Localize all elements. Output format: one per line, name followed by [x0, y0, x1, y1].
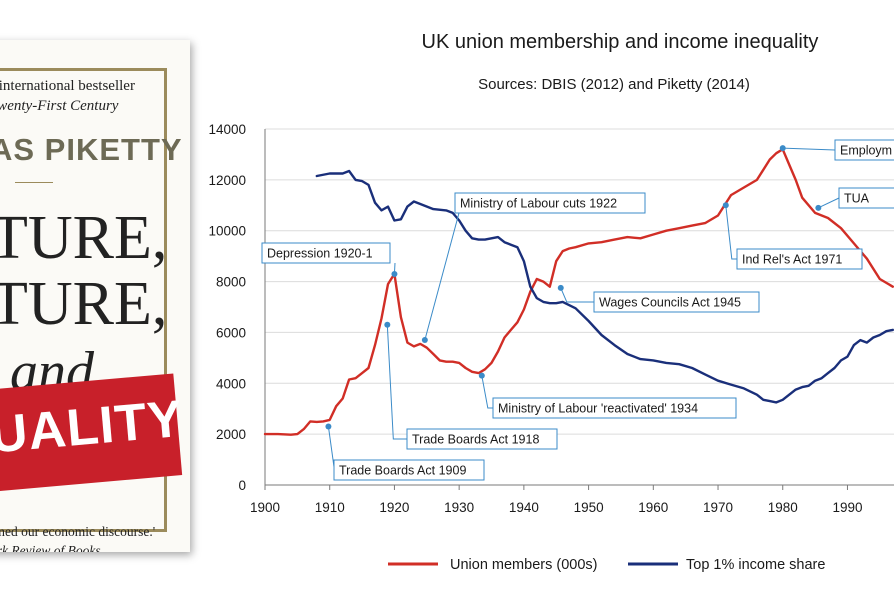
x-tick-label: 1990	[832, 500, 862, 515]
y-tick-label: 12000	[208, 173, 246, 188]
annotation-box	[838, 187, 894, 209]
annotation-marker	[421, 337, 428, 344]
annotation-label: Trade Boards Act 1918	[412, 433, 539, 447]
cover-blurb-line1: f international bestseller	[0, 78, 135, 94]
x-tick-label: 1930	[444, 500, 474, 515]
annotation-box	[261, 242, 391, 264]
annotation-leader	[782, 147, 836, 151]
x-tick-label: 1970	[703, 500, 733, 515]
x-axis-ticks: 1900 1910 1920 1930 1940 1950 1960 1970 1980 1990	[250, 500, 863, 515]
cover-quote-line2: ork Review of Books	[0, 543, 101, 552]
annotation-marker	[384, 321, 391, 328]
x-tick-label: 1910	[315, 500, 345, 515]
y-tick-label: 10000	[208, 224, 246, 239]
cover-title-line1: TURE,	[0, 204, 168, 272]
union-members-line	[263, 148, 894, 436]
annotation-box	[333, 459, 485, 481]
y-tick-label: 14000	[208, 122, 246, 137]
annotation-label: Wages Councils Act 1945	[599, 296, 741, 310]
x-tick-label: 1960	[638, 500, 668, 515]
legend: Union members (000s) Top 1% income share	[388, 557, 825, 573]
annotation-box	[492, 397, 737, 419]
annotation-label: Ministry of Labour 'reactivated' 1934	[498, 402, 698, 416]
x-tick-label: 1920	[379, 500, 409, 515]
annotation-marker	[391, 270, 398, 277]
y-tick-label: 2000	[216, 427, 246, 442]
annotation-label: Employm	[840, 144, 892, 158]
annotation-marker	[722, 202, 729, 209]
annotation-label: Depression 1920-1	[267, 247, 373, 261]
annotation-leader	[818, 197, 840, 209]
cover-title-line2: TURE,	[0, 270, 168, 338]
cover-divider	[15, 182, 53, 183]
x-tick-label: 1980	[768, 500, 798, 515]
x-tick-label: 1900	[250, 500, 280, 515]
book-cover: f international bestseller Twenty-First …	[0, 40, 190, 552]
y-tick-label: 4000	[216, 376, 246, 391]
cover-blurb-line2: Twenty-First Century	[0, 98, 119, 114]
x-tick-label: 1940	[509, 500, 539, 515]
y-tick-label: 6000	[216, 325, 246, 340]
chart-title: UK union membership and income inequalit…	[422, 31, 819, 53]
annotation-box	[736, 248, 863, 270]
annotation-box	[454, 192, 646, 214]
gridlines	[265, 128, 894, 435]
annotation-leader	[424, 212, 460, 341]
annotation-leader	[481, 375, 493, 409]
series-lines	[263, 148, 894, 436]
y-tick-label: 0	[238, 478, 246, 493]
annotation-marker	[815, 204, 822, 211]
cover-author: AS PIKETTY	[0, 132, 183, 167]
annotation-leader	[725, 205, 737, 260]
top-income-share-line	[315, 169, 894, 404]
annotation-label: Trade Boards Act 1909	[339, 464, 466, 478]
annotation-box	[593, 291, 760, 313]
annotation-marker	[779, 145, 786, 152]
axes	[264, 129, 894, 490]
annotation-label: Ministry of Labour cuts 1922	[460, 197, 617, 211]
chart-subtitle: Sources: DBIS (2012) and Piketty (2014)	[478, 76, 750, 93]
annotation-marker	[325, 423, 332, 430]
annotation-leader	[560, 287, 594, 303]
annotation-marker	[557, 284, 564, 291]
cover-frame	[0, 68, 167, 532]
cover-quote-line1: rmed our economic discourse.'	[0, 524, 156, 539]
annotation-box	[834, 139, 894, 161]
annotation-label: TUA	[844, 192, 870, 206]
legend-label-top-income-share: Top 1% income share	[686, 557, 825, 573]
annotations: Employm TUA Ministry of Labour cuts 1922 De…	[261, 139, 894, 481]
annotation-marker	[478, 372, 485, 379]
annotation-leader	[386, 324, 407, 440]
annotation-label: Ind Rel's Act 1971	[742, 253, 842, 267]
legend-label-union-members: Union members (000s)	[450, 557, 597, 573]
y-tick-label: 8000	[216, 275, 246, 290]
y-axis-ticks: 0 2000 4000 6000 8000 10000 12000 14000	[208, 122, 246, 493]
annotation-box	[406, 428, 558, 450]
x-tick-label: 1950	[574, 500, 604, 515]
